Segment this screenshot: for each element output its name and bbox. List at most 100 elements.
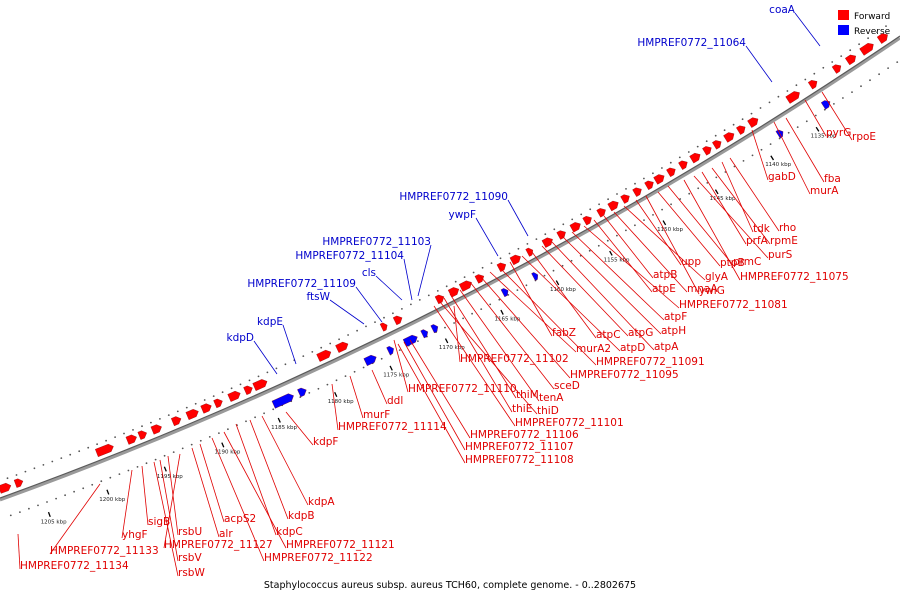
track-dot-inner — [507, 294, 510, 296]
track-dot-outer — [849, 49, 852, 52]
forward-gene-label-HMPREF0772_11095: HMPREF0772_11095 — [570, 369, 679, 381]
forward-gene — [335, 341, 349, 353]
track-dot-outer — [356, 329, 358, 332]
track-dot-outer — [374, 321, 376, 323]
forward-gene-label-rpmE: rpmE — [770, 235, 798, 247]
forward-gene — [171, 416, 182, 427]
leader-line — [211, 437, 265, 562]
forward-gene — [200, 403, 212, 414]
kbp-tick-label: 1140 kbp — [765, 162, 791, 168]
track-dot-outer — [616, 193, 618, 195]
forward-gene — [736, 125, 746, 135]
track-dot-inner — [688, 192, 691, 195]
forward-gene-label-rsbW: rsbW — [178, 567, 205, 579]
track-dot-outer — [741, 118, 744, 121]
reverse-gene — [500, 288, 509, 298]
genome-caption: Staphylococcus aureus subsp. aureus TCH6… — [264, 580, 636, 591]
forward-gene-label-thiM: thiM — [516, 389, 539, 401]
reverse-gene-label-kdpD: kdpD — [227, 332, 255, 344]
track-dot-outer — [867, 37, 869, 40]
track-dot-inner — [462, 317, 464, 320]
forward-gene — [150, 424, 162, 435]
forward-gene — [582, 216, 592, 226]
track-dot-outer — [436, 290, 439, 292]
track-dot-outer — [401, 308, 403, 310]
leader-line — [223, 431, 287, 549]
track-dot-inner — [787, 131, 790, 134]
forward-gene — [434, 294, 445, 305]
leader-line — [683, 179, 741, 281]
forward-gene-label-thiE: thiE — [512, 403, 532, 415]
leader-line — [804, 99, 827, 137]
track-dot-outer — [42, 464, 45, 466]
leader-line — [371, 369, 388, 405]
forward-gene-label-HMPREF0772_11107: HMPREF0772_11107 — [465, 441, 574, 453]
forward-gene-label-rpoE: rpoE — [852, 131, 876, 143]
track-dot-inner — [19, 511, 21, 513]
forward-gene-label-thiD: thiD — [537, 405, 559, 417]
track-dot-inner — [444, 326, 446, 329]
kbp-tick — [444, 338, 449, 344]
track-dot-inner — [91, 483, 94, 486]
leader-line — [199, 443, 225, 523]
leader-line — [375, 275, 403, 301]
track-dot-inner — [480, 308, 483, 310]
track-dot-outer — [257, 375, 260, 378]
track-dot-outer — [589, 208, 592, 211]
track-dot-outer — [15, 474, 18, 476]
track-dot-outer — [383, 316, 385, 319]
forward-gene-label-murA: murA — [810, 185, 839, 197]
track-dot-outer — [248, 379, 251, 382]
track-dot-outer — [885, 25, 887, 27]
reverse-gene-label-HMPREF0772_11090: HMPREF0772_11090 — [399, 191, 508, 203]
forward-gene — [747, 117, 759, 128]
kbp-tick-label: 1180 kbp — [328, 399, 354, 405]
track-dot-outer — [230, 387, 233, 390]
track-dot-inner — [208, 436, 211, 438]
track-dot-inner — [136, 466, 139, 468]
track-dot-inner — [661, 208, 663, 211]
leader-line — [282, 324, 297, 365]
backbone-line — [0, 35, 900, 499]
track-dot-inner — [570, 259, 573, 262]
track-dot-outer — [858, 43, 860, 46]
forward-gene — [95, 443, 114, 457]
track-dot-inner — [498, 298, 501, 301]
track-dot-inner — [127, 469, 130, 472]
track-dot-inner — [317, 387, 320, 390]
forward-gene — [807, 80, 818, 90]
track-dot-inner — [154, 458, 157, 461]
track-dot-outer — [481, 266, 484, 269]
leader-line — [249, 419, 289, 520]
kbp-tick-label: 1150 kbp — [657, 227, 683, 233]
leader-line — [531, 251, 597, 339]
reverse-gene — [386, 346, 394, 356]
track-dot-inner — [181, 447, 184, 450]
leader-line — [729, 157, 780, 232]
track-dot-inner — [73, 490, 75, 493]
kbp-tick — [221, 442, 225, 448]
kbp-tick — [334, 391, 338, 398]
leader-line — [521, 255, 621, 352]
forward-gene-label-kdpC: kdpC — [276, 526, 303, 538]
forward-gene-label-tenA: tenA — [539, 392, 564, 404]
kbp-tick-label: 1195 kbp — [157, 474, 183, 480]
track-dot-inner — [489, 303, 492, 306]
forward-gene — [678, 160, 688, 170]
forward-gene — [620, 194, 630, 204]
forward-gene-label-tdk: tdk — [753, 223, 771, 235]
kbp-tick-label: 1145 kbp — [710, 196, 736, 202]
forward-gene-label-mnaA: mnaA — [687, 283, 718, 295]
track-dot-inner — [9, 514, 12, 517]
track-dot-inner — [643, 219, 645, 222]
track-dot-outer — [114, 436, 116, 438]
forward-gene-label-HMPREF0772_11110: HMPREF0772_11110 — [408, 383, 517, 395]
forward-gene-label-HMPREF0772_11127: HMPREF0772_11127 — [164, 539, 273, 551]
track-dot-outer — [266, 371, 269, 374]
leader-line — [623, 205, 706, 281]
track-dot-outer — [499, 257, 502, 260]
forward-gene — [496, 262, 507, 273]
leader-line — [693, 175, 769, 259]
leader-line — [355, 286, 383, 323]
track-dot-inner — [163, 454, 166, 457]
